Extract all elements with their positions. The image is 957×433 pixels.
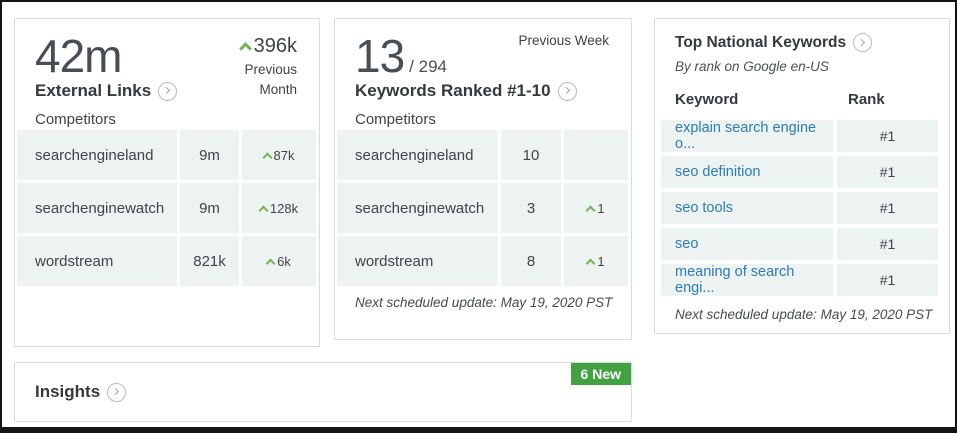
competitor-change: 6k [242, 236, 316, 286]
title-text: Keywords Ranked #1-10 [355, 81, 551, 100]
chevron-right-circle-icon[interactable] [158, 81, 178, 101]
table-row: seo tools #1 [661, 192, 938, 224]
competitors-label: Competitors [35, 111, 116, 128]
table-row: wordstream 821k 6k [17, 236, 316, 286]
competitor-value: 3 [501, 183, 561, 233]
external-links-change: 396k [233, 35, 297, 58]
chevron-glyph [562, 86, 570, 95]
competitor-change: 87k [242, 130, 316, 180]
insights-title: Insights [35, 382, 127, 402]
competitor-change: 1 [564, 183, 628, 233]
competitor-name: wordstream [17, 236, 177, 286]
chevron-right-circle-icon[interactable] [557, 81, 577, 101]
table-row: searchenginewatch 3 1 [337, 183, 628, 233]
title-text: External Links [35, 81, 152, 100]
competitor-change [564, 130, 628, 180]
top-keywords-card: Top National Keywords By rank on Google … [654, 18, 950, 334]
competitor-value: 821k [180, 236, 239, 286]
change-value: 396k [253, 35, 297, 57]
table-row: wordstream 8 1 [337, 236, 628, 286]
caret-up-icon [262, 152, 272, 162]
competitor-name: searchenginewatch [337, 183, 498, 233]
competitor-change: 1 [564, 236, 628, 286]
external-links-title: External Links [35, 81, 178, 101]
table-row: seo definition #1 [661, 156, 938, 188]
change-value: 87k [273, 147, 295, 163]
table-row: searchengineland 10 [337, 130, 628, 180]
caret-up-icon [585, 205, 596, 215]
keyword-link[interactable]: seo definition [675, 164, 761, 180]
change-value: 128k [269, 200, 299, 216]
title-text: Insights [35, 382, 101, 401]
change-value: 1 [597, 253, 605, 269]
title-text: Top National Keywords [675, 33, 847, 51]
keyword-column-header: Keyword [675, 91, 739, 108]
insights-card: 6 New Insights [14, 362, 632, 422]
competitors-label: Competitors [355, 111, 436, 128]
keyword-link[interactable]: seo [675, 236, 699, 252]
table-row: explain search engine o... #1 [661, 120, 938, 152]
keyword-link[interactable]: explain search engine o... [675, 120, 817, 152]
keyword-rank: #1 [837, 120, 938, 152]
count-total: / 294 [409, 57, 447, 76]
table-row: searchengineland 9m 87k [17, 130, 316, 180]
competitor-value: 8 [501, 236, 561, 286]
competitor-value: 9m [180, 130, 239, 180]
next-update-note: Next scheduled update: May 19, 2020 PST [355, 295, 613, 310]
change-period-label: Previous Month [244, 62, 297, 97]
keyword-rank: #1 [837, 192, 938, 224]
competitor-value: 10 [501, 130, 561, 180]
chevron-glyph [112, 387, 120, 396]
period-label: Previous Week [518, 33, 609, 48]
chevron-glyph [858, 38, 866, 46]
caret-up-icon [238, 42, 252, 55]
keyword-rank: #1 [837, 228, 938, 260]
count-value: 13 [355, 30, 405, 82]
competitors-table: searchengineland 10 searchenginewatch 3 … [337, 130, 628, 289]
rank-column-header: Rank [848, 91, 885, 108]
top-keywords-subtitle: By rank on Google en-US [675, 59, 829, 74]
chevron-right-circle-icon[interactable] [853, 33, 873, 52]
keywords-table: explain search engine o... #1 seo defini… [661, 120, 938, 300]
caret-up-icon [265, 258, 276, 268]
table-row: meaning of search engi... #1 [661, 264, 938, 296]
top-keywords-title: Top National Keywords [675, 33, 873, 52]
external-links-change-block: 396k Previous Month [233, 35, 297, 99]
chevron-right-circle-icon[interactable] [107, 382, 127, 402]
keywords-ranked-card: 13 / 294 Previous Week Keywords Ranked #… [334, 18, 632, 340]
table-row: seo #1 [661, 228, 938, 260]
keyword-rank: #1 [837, 156, 938, 188]
table-row: searchenginewatch 9m 128k [17, 183, 316, 233]
competitor-change: 128k [242, 183, 316, 233]
keyword-rank: #1 [837, 264, 938, 296]
competitor-name: searchengineland [337, 130, 498, 180]
new-insights-badge[interactable]: 6 New [570, 363, 631, 385]
external-links-card: 42m 396k Previous Month External Links C… [14, 18, 320, 347]
competitor-name: searchenginewatch [17, 183, 177, 233]
keywords-ranked-count: 13 / 294 [355, 31, 447, 81]
change-value: 6k [277, 253, 291, 269]
keywords-ranked-title: Keywords Ranked #1-10 [355, 81, 577, 101]
keyword-link[interactable]: seo tools [675, 200, 734, 216]
competitor-value: 9m [180, 183, 239, 233]
caret-up-icon [258, 205, 269, 215]
competitors-table: searchengineland 9m 87k searchenginewatc… [17, 130, 316, 289]
external-links-total: 42m [35, 30, 122, 82]
keyword-link[interactable]: meaning of search engi... [675, 264, 795, 296]
competitor-name: searchengineland [17, 130, 177, 180]
next-update-note: Next scheduled update: May 19, 2020 PST [675, 307, 933, 322]
change-value: 1 [597, 200, 605, 216]
caret-up-icon [585, 258, 596, 268]
competitor-name: wordstream [337, 236, 498, 286]
chevron-glyph [163, 86, 171, 95]
